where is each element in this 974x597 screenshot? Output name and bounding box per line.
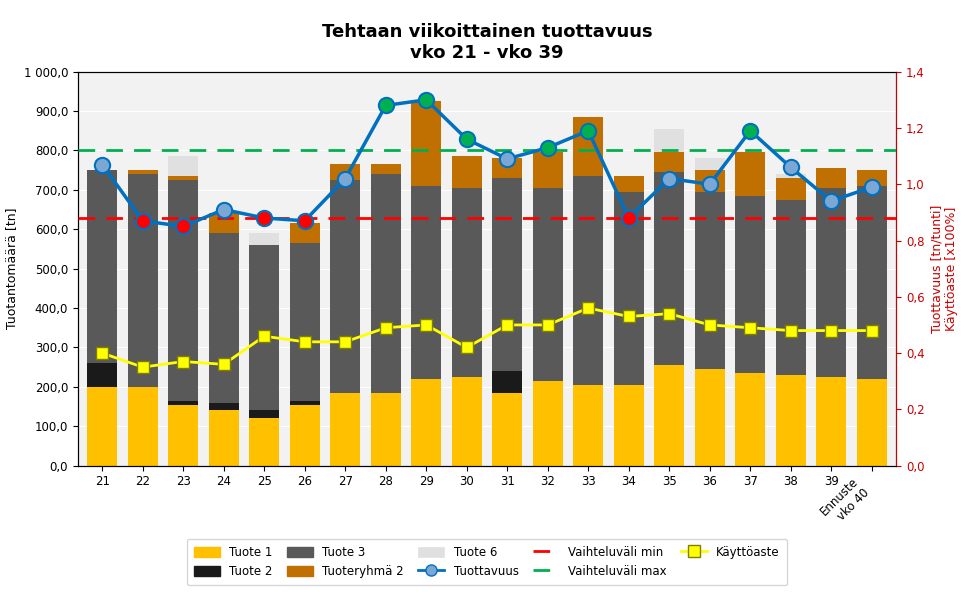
Bar <box>128 387 158 466</box>
Bar <box>694 158 725 170</box>
Y-axis label: Tuottavuus [tn/tunti]
Käyttöaste [x100%]: Tuottavuus [tn/tunti] Käyttöaste [x100%] <box>930 204 958 333</box>
Bar <box>169 405 199 466</box>
Bar <box>169 180 199 401</box>
Bar <box>856 186 887 379</box>
Legend: Tuote 1, Tuote 2, Tuote 3, Tuoteryhmä 2, Tuote 6, Tuottavuus, Vaihteluväli min, : Tuote 1, Tuote 2, Tuote 3, Tuoteryhmä 2,… <box>187 539 787 585</box>
Bar <box>735 152 766 196</box>
Bar <box>775 375 805 466</box>
Bar <box>856 379 887 466</box>
Bar <box>573 117 604 176</box>
Bar <box>330 164 360 180</box>
Bar <box>411 379 441 466</box>
Bar <box>775 199 805 375</box>
Bar <box>411 186 441 379</box>
Bar <box>694 369 725 466</box>
Bar <box>128 170 158 174</box>
Y-axis label: Tuotantomäärä [tn]: Tuotantomäärä [tn] <box>5 208 19 330</box>
Bar <box>128 174 158 387</box>
Bar <box>694 192 725 369</box>
Bar <box>330 180 360 393</box>
Bar <box>614 176 644 192</box>
Bar <box>87 363 118 387</box>
Bar <box>289 223 319 243</box>
Bar <box>614 192 644 385</box>
Title: Tehtaan viikoittainen tuottavuus
vko 21 - vko 39: Tehtaan viikoittainen tuottavuus vko 21 … <box>321 23 653 61</box>
Bar <box>370 164 401 174</box>
Bar <box>289 401 319 405</box>
Bar <box>169 176 199 180</box>
Bar <box>816 377 846 466</box>
Bar <box>169 156 199 176</box>
Bar <box>289 243 319 401</box>
Bar <box>816 168 846 188</box>
Bar <box>533 152 563 188</box>
Bar <box>492 158 522 178</box>
Bar <box>249 411 280 418</box>
Bar <box>533 188 563 381</box>
Bar <box>249 245 280 411</box>
Bar <box>492 393 522 466</box>
Bar <box>694 170 725 192</box>
Bar <box>208 214 239 233</box>
Bar <box>452 377 482 466</box>
Bar <box>169 401 199 405</box>
Bar <box>370 393 401 466</box>
Bar <box>655 172 685 365</box>
Bar <box>249 418 280 466</box>
Bar <box>87 170 118 363</box>
Bar <box>208 233 239 402</box>
Bar <box>87 387 118 466</box>
Bar <box>411 101 441 186</box>
Bar <box>249 233 280 245</box>
Bar <box>614 385 644 466</box>
Bar <box>370 174 401 393</box>
Bar <box>452 188 482 377</box>
Bar <box>533 381 563 466</box>
Bar <box>573 176 604 385</box>
Bar <box>775 174 805 178</box>
Bar <box>735 196 766 373</box>
Bar <box>573 385 604 466</box>
Bar <box>655 365 685 466</box>
Bar <box>655 129 685 152</box>
Bar <box>492 178 522 371</box>
Bar <box>856 170 887 186</box>
Bar <box>208 402 239 411</box>
Bar <box>208 411 239 466</box>
Bar <box>452 156 482 188</box>
Bar <box>655 152 685 172</box>
Bar <box>775 178 805 199</box>
Bar <box>816 188 846 377</box>
Bar <box>330 393 360 466</box>
Bar <box>492 371 522 393</box>
Bar <box>735 373 766 466</box>
Bar <box>289 405 319 466</box>
